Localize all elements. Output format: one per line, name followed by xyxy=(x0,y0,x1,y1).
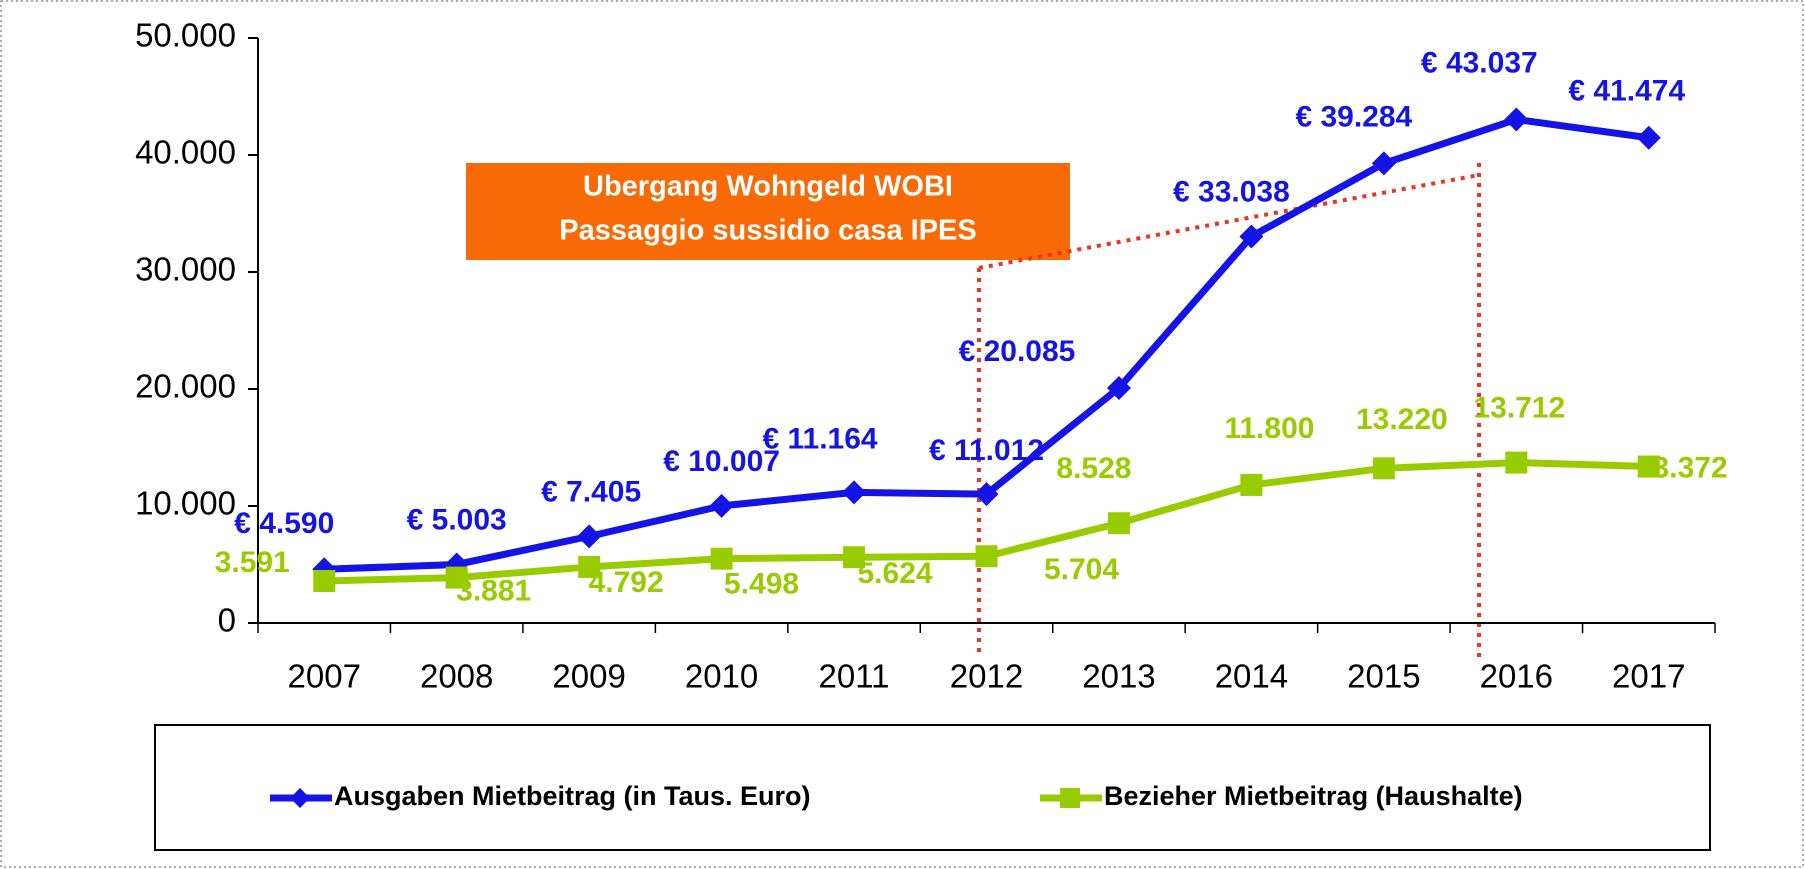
x-tick-label: 2017 xyxy=(1612,658,1685,695)
marker xyxy=(1372,457,1395,480)
marker xyxy=(1505,451,1528,474)
marker xyxy=(710,547,733,570)
annotation-line: Passaggio sussidio casa IPES xyxy=(559,215,976,247)
marker xyxy=(578,555,601,578)
data-label: 3.591 xyxy=(215,546,290,579)
x-tick-label: 2015 xyxy=(1347,658,1420,695)
legend-label: Bezieher Mietbeitrag (Haushalte) xyxy=(1104,781,1523,811)
x-tick-label: 2010 xyxy=(685,658,758,695)
annotation-line: Ubergang Wohngeld WOBI xyxy=(583,171,953,203)
marker xyxy=(709,493,734,518)
x-tick-label: 2008 xyxy=(420,658,493,695)
marker xyxy=(1504,107,1529,132)
data-label: € 43.037 xyxy=(1421,46,1538,79)
marker xyxy=(577,524,602,549)
marker xyxy=(1636,125,1661,150)
legend-label: Ausgaben Mietbeitrag (in Taus. Euro) xyxy=(334,781,811,811)
data-label: 5.704 xyxy=(1044,553,1119,586)
legend-marker xyxy=(290,788,310,808)
x-tick-label: 2016 xyxy=(1480,658,1553,695)
data-label: € 11.164 xyxy=(762,422,877,455)
data-label: € 5.003 xyxy=(407,503,507,536)
marker xyxy=(975,545,998,568)
data-label: 13.372 xyxy=(1636,451,1728,484)
x-tick-label: 2009 xyxy=(552,658,625,695)
marker-line xyxy=(978,173,1480,270)
data-label: 4.792 xyxy=(589,566,664,599)
data-label: 5.624 xyxy=(858,557,933,590)
marker xyxy=(313,569,336,592)
marker xyxy=(1239,224,1264,249)
y-tick-label: 40.000 xyxy=(135,134,236,171)
data-label: € 10.007 xyxy=(663,445,780,478)
data-label: 3.881 xyxy=(456,575,531,608)
data-label: € 11.012 xyxy=(929,434,1044,467)
y-tick-label: 10.000 xyxy=(135,485,236,522)
marker xyxy=(1371,151,1396,176)
marker xyxy=(842,480,867,505)
x-tick-label: 2014 xyxy=(1215,658,1288,695)
data-label: € 4.590 xyxy=(234,507,334,540)
x-tick-label: 2013 xyxy=(1082,658,1155,695)
y-tick-label: 30.000 xyxy=(135,251,236,288)
x-tick-label: 2011 xyxy=(819,658,890,695)
marker xyxy=(1637,455,1660,478)
y-tick-label: 0 xyxy=(218,602,236,639)
annotation-box xyxy=(466,163,1070,260)
marker xyxy=(1106,376,1131,401)
y-tick-label: 50.000 xyxy=(135,17,236,54)
x-tick-label: 2007 xyxy=(288,658,361,695)
legend-marker xyxy=(1060,788,1080,808)
x-tick-label: 2012 xyxy=(950,658,1023,695)
data-label: € 39.284 xyxy=(1295,100,1412,133)
data-label: € 33.038 xyxy=(1173,175,1290,208)
data-label: € 20.085 xyxy=(959,335,1076,368)
legend-box xyxy=(154,724,1711,851)
data-label: 13.220 xyxy=(1356,403,1448,436)
data-label: 13.712 xyxy=(1473,391,1565,424)
data-label: 8.528 xyxy=(1056,452,1131,485)
data-label: € 41.474 xyxy=(1568,75,1685,108)
marker xyxy=(843,546,866,569)
marker xyxy=(1107,512,1130,535)
data-label: € 7.405 xyxy=(541,475,641,508)
marker xyxy=(445,566,468,589)
marker xyxy=(1240,473,1263,496)
marker xyxy=(974,482,999,507)
data-label: 11.800 xyxy=(1224,412,1314,445)
data-label: 5.498 xyxy=(724,568,799,601)
y-tick-label: 20.000 xyxy=(135,368,236,405)
